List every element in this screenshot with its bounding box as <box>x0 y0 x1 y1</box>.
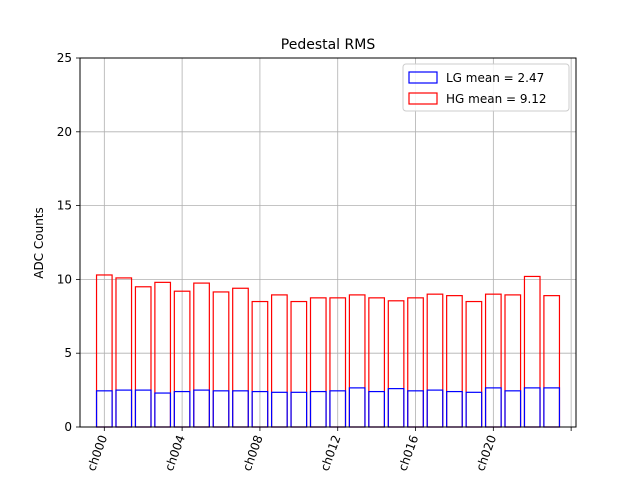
y-tick-label: 0 <box>64 420 72 434</box>
legend-label: LG mean = 2.47 <box>446 71 544 85</box>
y-axis-label: ADC Counts <box>32 207 46 279</box>
bar-lg <box>290 391 308 428</box>
bar-lg <box>426 389 444 428</box>
x-tick-label: ch020 <box>473 433 499 473</box>
bar-hg <box>387 300 405 428</box>
bar-hg <box>523 275 541 428</box>
bar-lg <box>270 391 288 428</box>
bar-hg <box>426 293 444 428</box>
bar-hg <box>543 295 561 428</box>
bar-lg <box>523 387 541 428</box>
bar-hg <box>212 291 230 428</box>
bar-lg <box>115 389 133 428</box>
bar-hg <box>368 297 386 428</box>
legend-swatch <box>408 71 438 84</box>
legend: LG mean = 2.47 HG mean = 9.12 <box>402 63 570 112</box>
bar-lg <box>232 390 249 428</box>
legend-box <box>402 63 570 112</box>
x-tick-label: ch004 <box>162 433 188 473</box>
bar-hg <box>290 300 308 428</box>
bar-lg <box>193 389 210 428</box>
x-tick-label: ch016 <box>396 433 422 473</box>
bar-hg <box>193 282 210 428</box>
bar-lg <box>387 388 405 428</box>
x-tick-label: ch000 <box>84 433 110 473</box>
bar-lg <box>309 390 327 428</box>
bar-hg <box>232 287 249 428</box>
x-tick-label: ch012 <box>318 433 344 473</box>
y-tick-label: 20 <box>57 125 72 139</box>
legend-label: HG mean = 9.12 <box>446 92 547 106</box>
bars <box>95 274 561 428</box>
bar-hg <box>270 294 288 428</box>
y-tick-label: 10 <box>57 272 72 286</box>
bar-hg <box>446 295 463 428</box>
bar-hg <box>154 281 172 428</box>
y-tick-label: 5 <box>64 346 72 360</box>
y-tick-label: 25 <box>57 51 72 65</box>
bar-hg <box>504 294 522 428</box>
bar-lg <box>465 391 483 428</box>
bar-lg <box>504 390 522 428</box>
chart-title: Pedestal RMS <box>281 37 376 53</box>
bar-lg <box>154 392 172 428</box>
bar-hg <box>465 300 483 428</box>
x-tick-label: ch008 <box>240 433 266 473</box>
plot-frame <box>79 57 577 428</box>
bar-lg <box>446 390 463 428</box>
bar-hg <box>309 297 327 428</box>
y-tick-label: 15 <box>57 199 72 213</box>
bar-lg <box>212 390 230 428</box>
axes: 0 5 10 15 20 25 ch000 ch004 ch008 ch012 ch016 ch020 <box>57 51 572 473</box>
bar-hg <box>134 286 152 428</box>
bar-hg <box>115 277 133 428</box>
bar-hg <box>348 294 366 428</box>
bar-lg <box>348 387 366 428</box>
bar-lg <box>134 389 152 428</box>
legend-swatch <box>408 92 438 105</box>
bar-lg <box>543 387 561 428</box>
bar-lg <box>368 390 386 428</box>
